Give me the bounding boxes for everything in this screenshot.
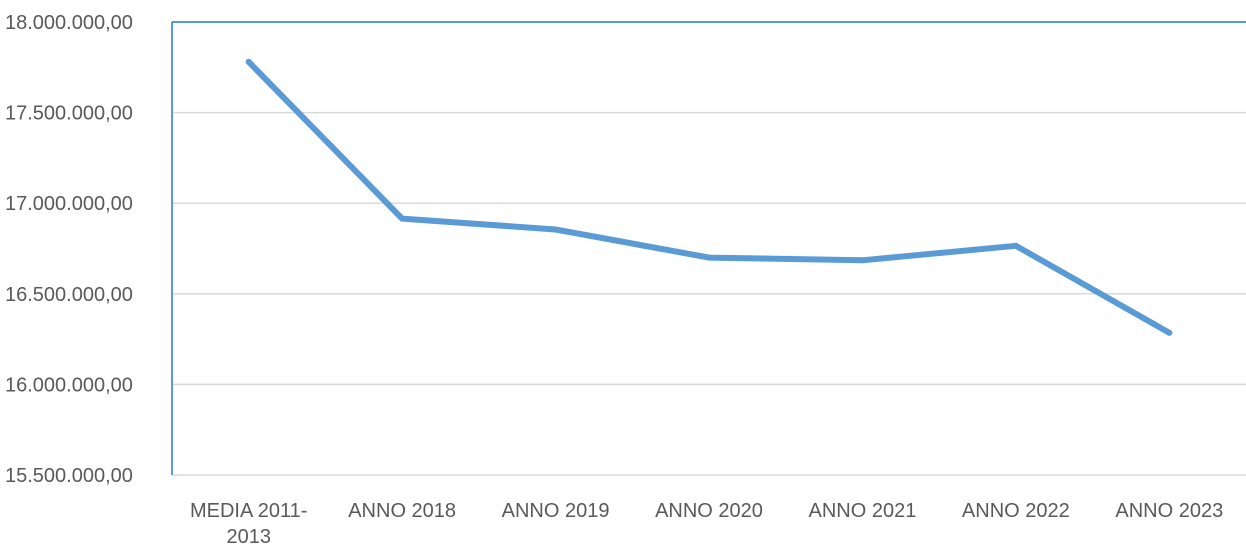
x-axis-tick-labels: MEDIA 2011-2013 ANNO 2018 ANNO 2019 ANNO 20… bbox=[190, 500, 1223, 548]
data-point bbox=[706, 254, 712, 261]
y-tick-label: 18.000.000,00 bbox=[5, 12, 133, 34]
data-point bbox=[245, 58, 252, 65]
data-point bbox=[399, 215, 406, 222]
y-tick-label: 17.500.000,00 bbox=[5, 103, 133, 125]
gridlines bbox=[172, 111, 1246, 476]
x-tick-label: ANNO 2018 bbox=[348, 500, 456, 522]
y-tick-label: 16.500.000,00 bbox=[5, 284, 133, 306]
x-tick-label: ANNO 2021 bbox=[809, 500, 917, 522]
series-line bbox=[245, 58, 1173, 336]
data-point bbox=[1166, 329, 1173, 336]
data-point bbox=[1012, 242, 1019, 249]
x-tick-label: ANNO 2023 bbox=[1115, 500, 1223, 522]
x-tick-label: MEDIA 2011-2013 bbox=[190, 500, 307, 548]
data-point bbox=[552, 226, 559, 233]
x-tick-label: ANNO 2020 bbox=[655, 500, 763, 522]
data-point bbox=[859, 257, 866, 264]
axes bbox=[171, 21, 1246, 475]
y-tick-label: 15.500.000,00 bbox=[5, 465, 133, 487]
y-axis-tick-labels: 15.500.000,00 16.000.000,00 16.500.000,00 1… bbox=[5, 12, 133, 487]
y-tick-label: 17.000.000,00 bbox=[5, 193, 133, 215]
x-tick-label: ANNO 2022 bbox=[962, 500, 1070, 522]
x-tick-label: ANNO 2019 bbox=[502, 500, 610, 522]
series-layer bbox=[245, 58, 1173, 336]
y-tick-label: 16.000.000,00 bbox=[5, 374, 133, 396]
